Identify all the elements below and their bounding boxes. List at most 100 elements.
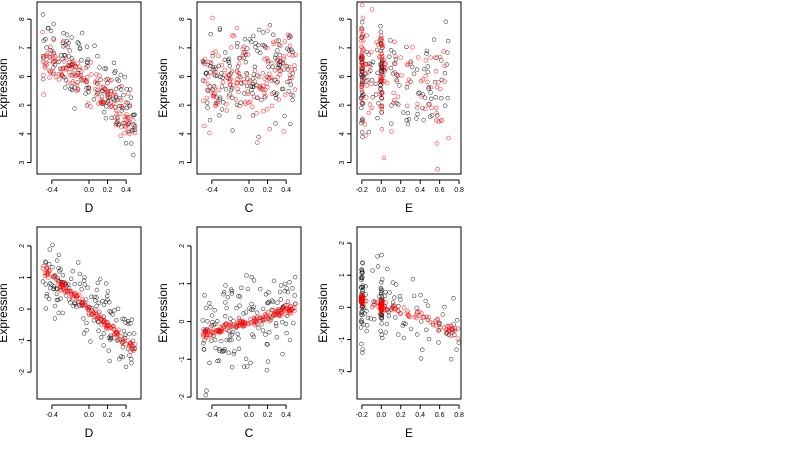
data-point	[245, 286, 251, 292]
data-point	[222, 67, 228, 73]
data-point	[249, 39, 254, 44]
data-point	[94, 316, 99, 321]
data-point	[115, 118, 121, 123]
y-tick-label: 6	[179, 74, 186, 78]
data-point	[254, 110, 259, 116]
data-point	[282, 113, 287, 119]
data-point	[84, 44, 90, 49]
data-point	[117, 357, 122, 362]
data-point	[367, 102, 373, 107]
data-point	[271, 312, 276, 317]
data-point	[48, 28, 54, 34]
data-point	[265, 84, 270, 90]
data-point	[375, 47, 380, 53]
data-point	[390, 280, 396, 285]
data-point	[224, 305, 229, 311]
data-point	[275, 74, 280, 80]
data-point	[202, 333, 207, 338]
x-tick-label: 0.0	[244, 187, 254, 194]
data-point	[379, 308, 384, 313]
data-point	[236, 294, 241, 299]
data-point	[200, 333, 206, 338]
data-point	[249, 301, 254, 307]
data-point	[52, 275, 57, 280]
y-tick-label: 6	[339, 74, 346, 78]
data-point	[235, 331, 241, 337]
data-point	[219, 62, 225, 68]
data-point	[69, 292, 74, 298]
data-point	[248, 360, 253, 365]
plot-frame	[36, 1, 142, 175]
panel-6: -0.2 0.0 0.2 0.4 0.6 0.8 E -2 -1 0 1 2 Expression	[316, 226, 464, 440]
data-point	[270, 91, 275, 97]
data-point	[378, 301, 383, 306]
data-point	[250, 104, 255, 110]
data-point	[379, 72, 384, 77]
data-point	[379, 33, 384, 38]
x-axis: -0.2 0.0 0.2 0.4 0.6 0.8	[356, 404, 464, 419]
data-point	[249, 275, 255, 280]
y-tick-label: -2	[19, 369, 26, 375]
data-point	[200, 60, 206, 65]
data-point	[283, 303, 288, 308]
data-point	[47, 247, 52, 252]
data-point	[211, 72, 217, 77]
data-point	[87, 305, 92, 311]
data-point	[387, 54, 392, 59]
data-point	[431, 322, 436, 328]
data-point	[223, 300, 228, 305]
data-point	[245, 89, 250, 94]
data-point	[366, 70, 371, 75]
data-point	[236, 336, 241, 341]
data-point	[269, 298, 275, 303]
data-point	[369, 105, 374, 111]
data-point	[414, 105, 420, 111]
data-point	[258, 286, 263, 292]
y-axis: -2 -1 0 1 2	[19, 244, 32, 375]
data-point	[414, 315, 419, 321]
data-point	[67, 289, 72, 294]
data-point	[96, 315, 102, 320]
data-point	[55, 56, 61, 61]
data-point	[129, 317, 135, 322]
data-point	[427, 319, 433, 325]
data-point	[369, 81, 374, 87]
data-point	[94, 72, 99, 77]
data-point	[68, 276, 74, 281]
data-point	[46, 262, 52, 267]
data-point	[233, 97, 239, 102]
data-point	[119, 104, 125, 109]
data-point	[360, 260, 365, 265]
data-point	[379, 36, 384, 42]
data-point	[416, 91, 421, 96]
data-point	[263, 332, 268, 337]
data-point	[380, 91, 385, 96]
data-point	[260, 70, 265, 76]
data-point	[392, 70, 397, 75]
data-point	[370, 94, 375, 100]
x-axis-label: D	[85, 426, 94, 440]
data-point	[231, 33, 236, 39]
data-point	[397, 83, 402, 88]
data-point	[264, 55, 270, 61]
y-tick-label: 6	[19, 74, 26, 78]
data-point	[63, 85, 68, 90]
data-point	[227, 79, 233, 84]
x-tick-label: 0.8	[454, 412, 464, 419]
data-point	[223, 322, 229, 328]
data-point	[51, 284, 57, 289]
data-point	[379, 43, 385, 48]
data-point	[242, 36, 248, 42]
data-point	[415, 101, 420, 107]
data-point	[94, 303, 99, 309]
data-point	[68, 300, 73, 305]
data-point	[103, 66, 109, 71]
data-point	[226, 72, 232, 77]
data-point	[100, 99, 105, 104]
data-point	[219, 107, 225, 112]
data-point	[380, 60, 385, 66]
data-point	[411, 71, 417, 76]
data-point	[43, 282, 48, 287]
data-point	[287, 337, 293, 343]
y-tick-label: 7	[179, 46, 186, 50]
